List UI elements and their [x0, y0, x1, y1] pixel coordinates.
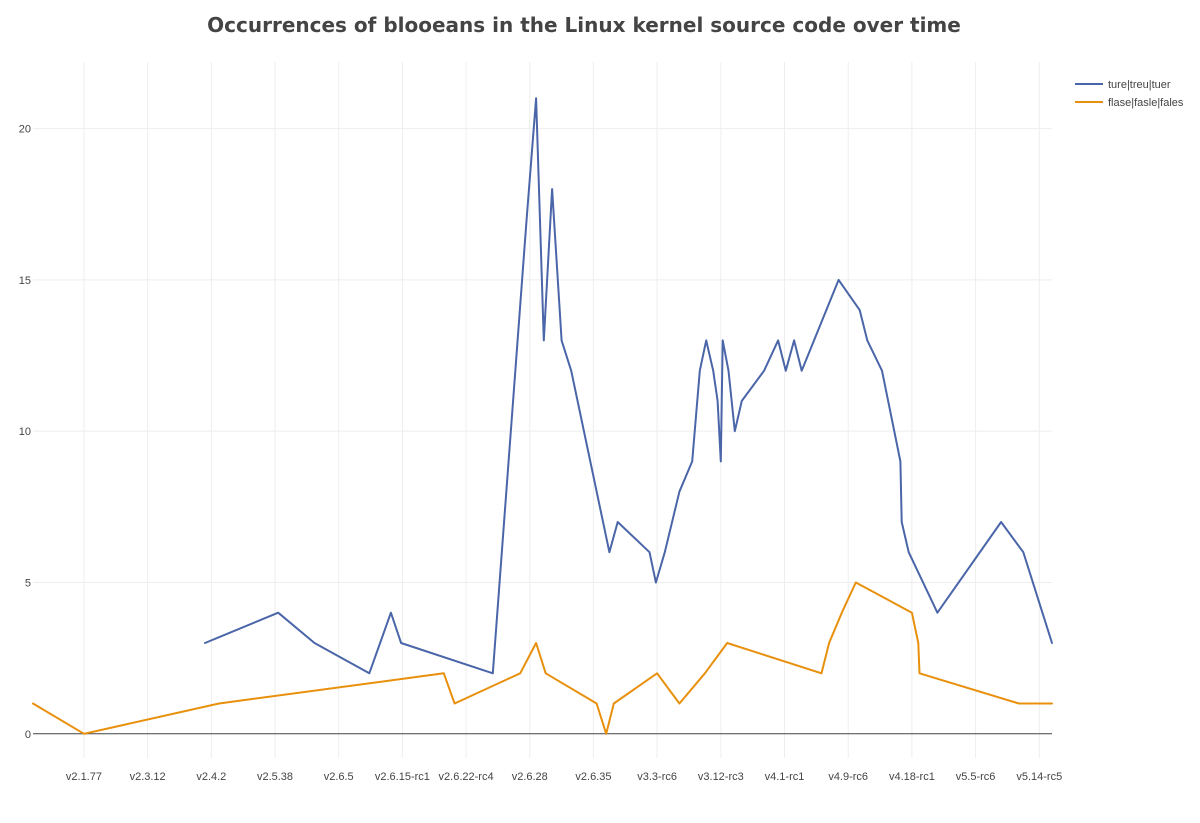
x-tick-label: v2.6.5	[324, 771, 354, 783]
legend-label: flase|fasle|fales	[1108, 97, 1184, 109]
x-tick-label: v2.3.12	[130, 771, 166, 783]
series-line-1	[204, 97, 1053, 675]
x-tick-label: v5.14-rc5	[1016, 771, 1062, 783]
legend-label: ture|treu|tuer	[1108, 79, 1171, 91]
x-tick-label: v2.4.2	[196, 771, 226, 783]
x-tick-label: v3.12-rc3	[698, 771, 744, 783]
x-gridlines	[83, 62, 1040, 758]
y-tick-label: 0	[25, 729, 31, 741]
x-tick-label: v2.5.38	[257, 771, 293, 783]
x-tick-label: v2.6.35	[575, 771, 611, 783]
legend-item[interactable]: ture|treu|tuer	[1075, 79, 1171, 91]
y-tick-label: 5	[25, 577, 31, 589]
y-tick-label: 15	[19, 275, 31, 287]
x-tick-label: v5.5-rc6	[956, 771, 996, 783]
x-tick-label: v2.1.77	[66, 771, 102, 783]
y-tick-labels: 0 5 10 15 20	[19, 124, 31, 741]
x-tick-label: v2.6.28	[512, 771, 548, 783]
legend-item[interactable]: flase|fasle|fales	[1075, 97, 1184, 109]
y-tick-label: 20	[19, 124, 31, 136]
x-tick-label: v2.6.22-rc4	[439, 771, 494, 783]
y-tick-label: 10	[19, 426, 31, 438]
chart-title: Occurrences of blooeans in the Linux ker…	[207, 13, 961, 37]
series-line-2	[32, 581, 1053, 735]
x-tick-labels: v2.1.77 v2.3.12 v2.4.2 v2.5.38 v2.6.5 v2.6.15…	[66, 771, 1062, 783]
legend[interactable]: ture|treu|tuer flase|fasle|fales	[1075, 79, 1184, 109]
x-tick-label: v2.6.15-rc1	[375, 771, 430, 783]
x-tick-label: v4.9-rc6	[828, 771, 868, 783]
x-tick-label: v4.18-rc1	[889, 771, 935, 783]
y-gridlines	[33, 128, 1052, 583]
series-layer	[32, 97, 1053, 735]
x-tick-label: v3.3-rc6	[637, 771, 677, 783]
x-tick-label: v4.1-rc1	[765, 771, 805, 783]
